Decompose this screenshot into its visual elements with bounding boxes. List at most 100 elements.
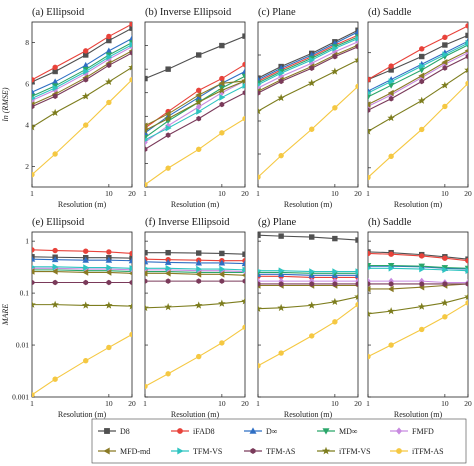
- legend-entry-d8: D8: [98, 427, 130, 436]
- x-tick-label: 1: [30, 399, 34, 408]
- data-point: [241, 297, 245, 305]
- data-point: [145, 266, 149, 271]
- data-point: [368, 107, 371, 114]
- data-point: [32, 103, 35, 110]
- data-point: [165, 278, 171, 284]
- data-point: [368, 250, 371, 257]
- data-point: [196, 87, 202, 94]
- y-tick-label: 0.1: [20, 289, 30, 298]
- data-point: [278, 350, 284, 356]
- data-point: [129, 77, 132, 83]
- data-point: [196, 250, 202, 256]
- series-itfm-vs: [32, 300, 132, 310]
- data-point: [52, 247, 58, 254]
- legend-label: iFAD8: [193, 427, 215, 436]
- data-point: [332, 319, 338, 325]
- data-point: [196, 278, 202, 284]
- x-tick-label: 1: [143, 189, 147, 198]
- data-point: [128, 35, 132, 42]
- x-tick-label: 20: [464, 189, 472, 198]
- data-point: [258, 281, 261, 287]
- series-line: [258, 85, 358, 178]
- series-line: [368, 50, 468, 105]
- series-line: [258, 37, 358, 86]
- series-line: [145, 300, 245, 309]
- data-point: [258, 107, 262, 115]
- data-point: [194, 98, 203, 106]
- data-point: [241, 68, 245, 75]
- series-itfm-vs: [145, 297, 245, 312]
- data-point: [128, 257, 132, 264]
- series-ifad8: [32, 22, 132, 83]
- x-axis-label: Resolution (m): [284, 200, 333, 209]
- data-point: [145, 270, 148, 277]
- data-point: [145, 134, 149, 141]
- data-point: [332, 235, 338, 242]
- series-line: [258, 36, 358, 84]
- data-point: [419, 126, 425, 133]
- data-point: [81, 301, 90, 309]
- legend-entry-itfm-as: iTFM-AS: [390, 447, 444, 456]
- data-point: [331, 297, 339, 306]
- panel-d-saddle: (d) Saddle 1 10 20 Resolution (m): [366, 7, 472, 209]
- series-tfm-vs: [368, 39, 468, 95]
- data-point: [419, 281, 425, 287]
- data-point: [105, 269, 112, 276]
- series-itfm-as: [145, 324, 245, 390]
- data-point: [196, 265, 203, 273]
- data-point: [106, 33, 112, 40]
- data-point: [83, 122, 89, 128]
- data-point: [355, 44, 358, 50]
- series-line: [258, 270, 358, 273]
- data-point: [355, 301, 358, 308]
- series-line: [258, 296, 358, 310]
- data-point: [242, 251, 245, 257]
- series-fmfd: [258, 277, 358, 285]
- data-point: [464, 48, 468, 53]
- data-point: [129, 22, 132, 27]
- data-point: [164, 110, 171, 118]
- series-dinf: [32, 35, 132, 95]
- x-tick-label: 10: [105, 399, 113, 408]
- data-point: [465, 23, 468, 29]
- data-point: [355, 268, 358, 275]
- x-tick-label: 10: [441, 399, 449, 408]
- data-point: [195, 259, 202, 266]
- data-point: [441, 81, 449, 89]
- data-point: [419, 46, 425, 52]
- legend-label: FMFD: [412, 427, 434, 436]
- data-point: [165, 124, 172, 132]
- series-line: [145, 270, 245, 273]
- x-tick-label: 1: [366, 399, 370, 408]
- data-point: [83, 248, 89, 254]
- legend-label: iTFM-AS: [412, 447, 444, 456]
- plot-frame: [367, 21, 469, 188]
- data-point: [309, 126, 315, 132]
- series-mfd-md: [368, 48, 468, 108]
- data-point: [442, 51, 449, 58]
- x-tick-label: 20: [354, 189, 362, 198]
- series-tfm-as: [258, 281, 358, 287]
- panel-b-inverse-ellipsoid: (b) Inverse Ellipsoid 1 10 20 Resolution (m): [143, 7, 249, 209]
- series-line: [145, 71, 245, 134]
- data-point: [465, 53, 468, 60]
- data-point: [465, 281, 468, 287]
- data-point: [387, 113, 395, 122]
- data-point: [32, 392, 35, 397]
- plot-frame: [367, 231, 469, 398]
- series-line: [258, 304, 358, 367]
- data-point: [387, 307, 395, 315]
- series-itfm-as: [32, 331, 132, 397]
- data-point: [106, 62, 112, 69]
- data-point: [194, 301, 203, 309]
- plot-frame: [144, 231, 246, 398]
- series-itfm-vs: [368, 292, 468, 317]
- plot-frame: [31, 231, 133, 398]
- series-line: [32, 333, 132, 396]
- data-point: [52, 151, 58, 157]
- data-point: [51, 268, 58, 275]
- data-point: [465, 39, 468, 47]
- y-tick-label: 6: [25, 79, 29, 88]
